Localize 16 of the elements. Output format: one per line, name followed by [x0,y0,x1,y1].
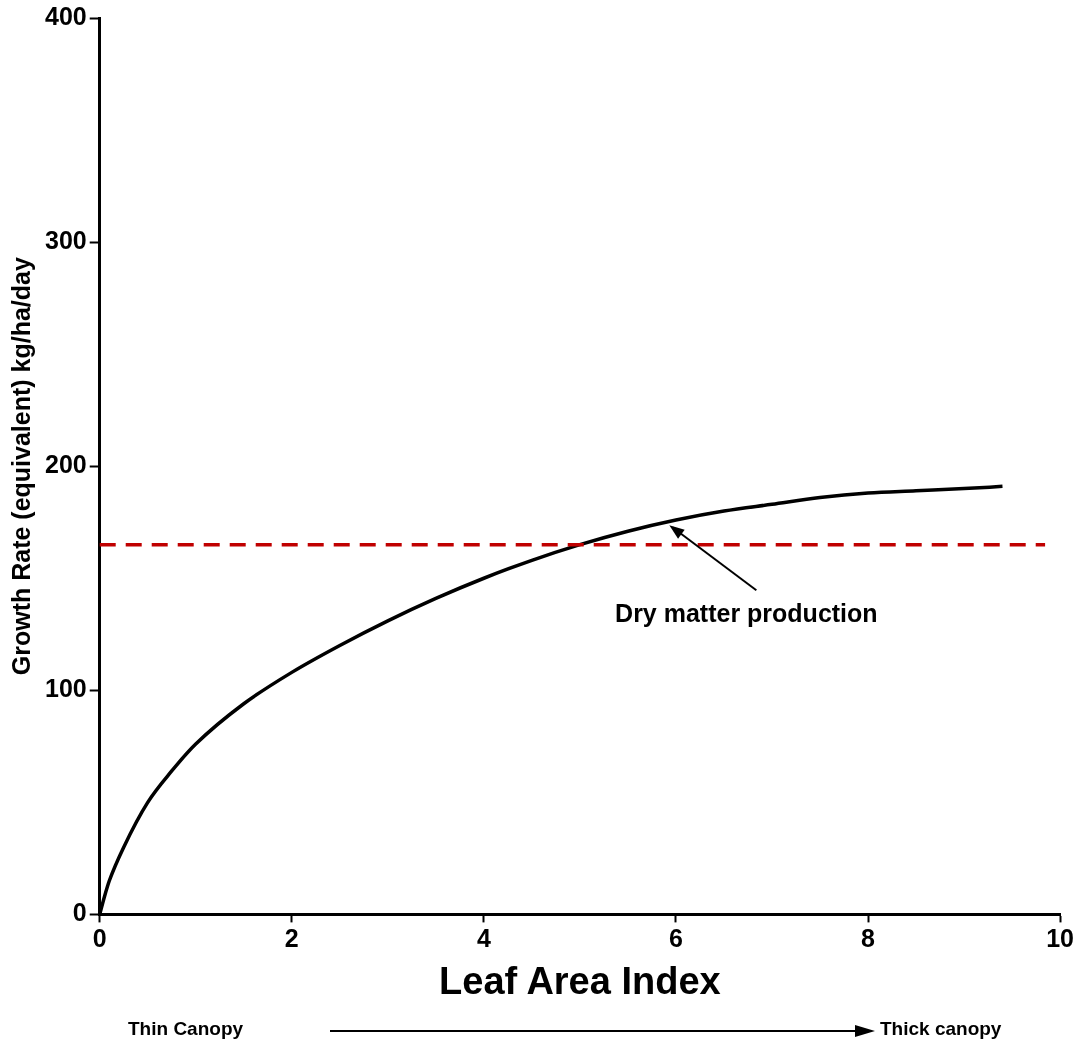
y-axis-title: Growth Rate (equivalent) kg/ha/day [6,257,35,676]
y-tick-label: 100 [44,674,87,703]
x-tick-label: 4 [476,924,491,953]
y-tick-label: 300 [44,225,87,254]
x-tick-label: 6 [668,924,683,953]
y-tick-label: 400 [44,1,87,30]
text: Thick canopy [880,1018,1002,1040]
x-tick-label: 0 [92,924,107,953]
x-tick-label: 8 [861,924,876,953]
x-tick-label: 10 [1046,924,1074,953]
y-tick-label: 200 [44,450,87,479]
text: Thin Canopy [128,1018,244,1040]
x-axis-title: Leaf Area Index [439,959,721,1002]
annotation: Dry matter production [615,598,878,627]
x-tick-label: 2 [284,924,299,953]
y-tick-label: 0 [72,898,87,927]
